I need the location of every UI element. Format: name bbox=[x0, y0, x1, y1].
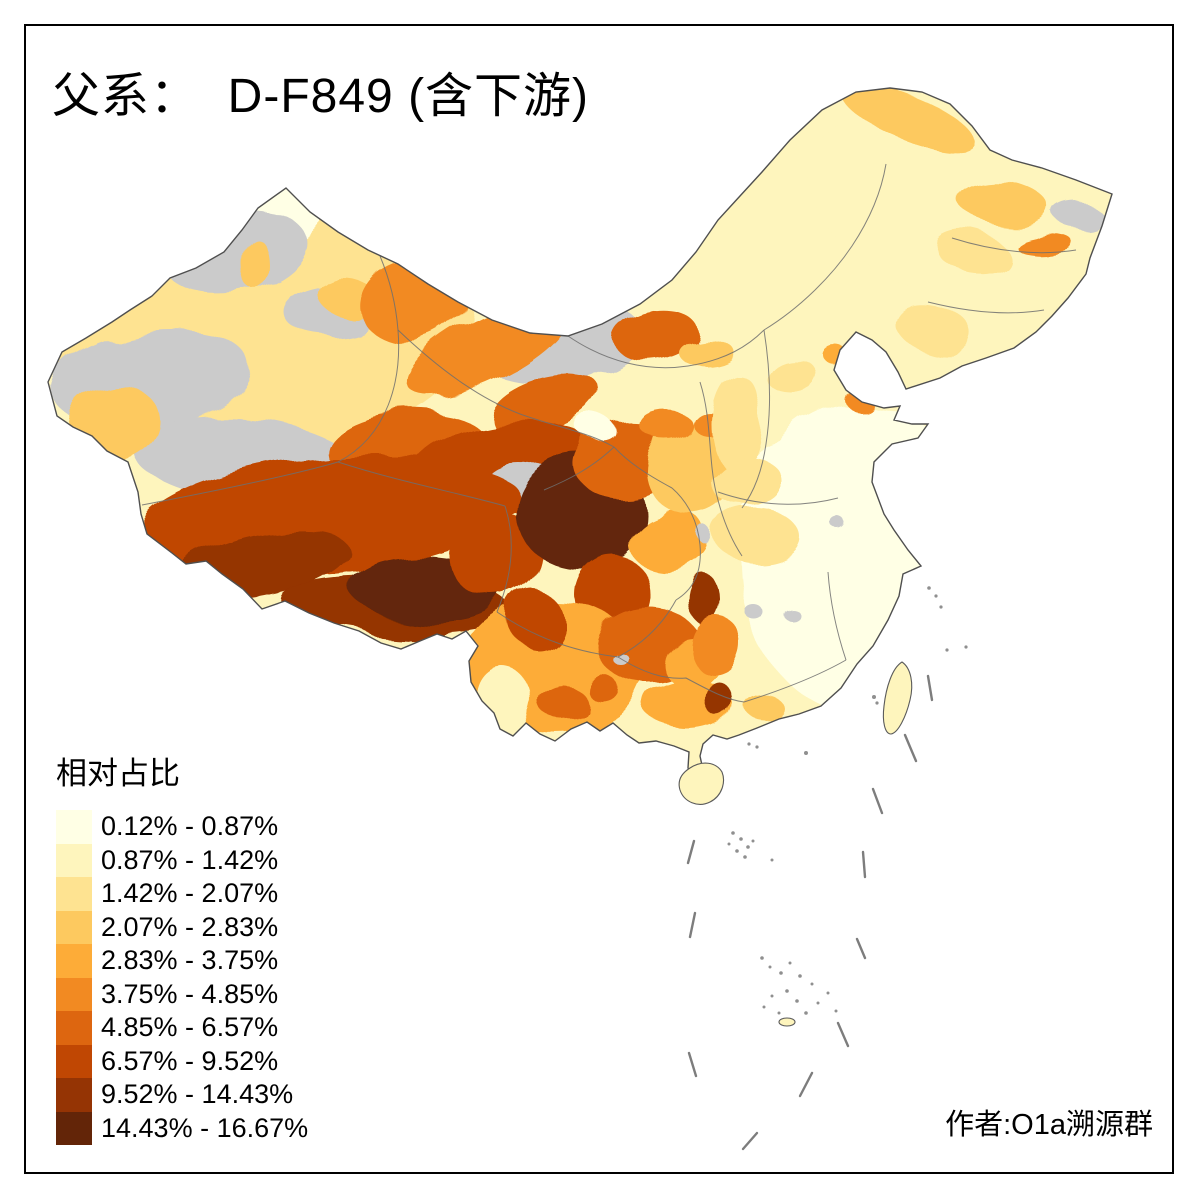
region-hohhot bbox=[678, 338, 734, 366]
legend-swatch bbox=[56, 977, 92, 1011]
nine-dash-line bbox=[686, 674, 934, 1151]
region-gansu-mid bbox=[488, 373, 602, 435]
region-yunnan-spot-2 bbox=[586, 675, 618, 701]
sea-islands bbox=[727, 586, 968, 1027]
legend-item: 9.52% - 14.43% bbox=[56, 1078, 308, 1112]
legend-label: 1.42% - 2.07% bbox=[101, 878, 279, 908]
region-nodata-spot-5 bbox=[780, 605, 796, 617]
region-beijing bbox=[766, 358, 818, 394]
region-nodata-ne bbox=[1056, 204, 1102, 228]
legend-item: 2.07% - 2.83% bbox=[56, 910, 308, 944]
legend: 相对占比 0.12% - 0.87% 0.87% - 1.42% 1.42% -… bbox=[56, 748, 308, 1145]
legend-item: 0.12% - 0.87% bbox=[56, 810, 308, 844]
legend-swatch bbox=[56, 843, 92, 877]
legend-item: 2.83% - 3.75% bbox=[56, 944, 308, 978]
legend-swatch bbox=[56, 1011, 92, 1045]
region-taiwan bbox=[882, 661, 913, 735]
region-guangdong-spot bbox=[744, 694, 782, 718]
legend-swatch bbox=[56, 1078, 92, 1112]
region-henan bbox=[711, 457, 783, 507]
legend-item: 14.43% - 16.67% bbox=[56, 1111, 309, 1145]
legend-swatch bbox=[56, 1111, 92, 1145]
region-chongqing-dark bbox=[687, 573, 719, 623]
region-chengdu bbox=[628, 511, 708, 569]
region-hunan-west bbox=[689, 615, 741, 675]
legend-swatch bbox=[56, 877, 92, 911]
legend-item: 4.85% - 6.57% bbox=[56, 1011, 308, 1045]
legend-item: 1.42% - 2.07% bbox=[56, 877, 308, 911]
region-liaoning bbox=[896, 305, 978, 359]
legend-label: 9.52% - 14.43% bbox=[101, 1079, 294, 1109]
region-bayannur bbox=[613, 310, 697, 360]
legend-swatch bbox=[56, 1044, 92, 1078]
author-credit: 作者:O1a溯源群 bbox=[945, 1109, 1153, 1141]
region-harbin bbox=[936, 231, 1008, 273]
region-shanxi bbox=[711, 374, 763, 474]
legend-swatch bbox=[56, 944, 92, 978]
legend-label: 6.57% - 9.52% bbox=[101, 1045, 279, 1076]
region-loess-spot-1 bbox=[641, 411, 693, 441]
region-nodata-spot-4 bbox=[832, 518, 846, 530]
region-guangxi-dark bbox=[707, 683, 733, 719]
legend-item: 6.57% - 9.52% bbox=[56, 1044, 308, 1078]
province-borders bbox=[141, 163, 1077, 703]
legend-label: 2.83% - 3.75% bbox=[101, 945, 279, 975]
region-yunnan-nw bbox=[510, 592, 562, 648]
region-yunnan-pale bbox=[480, 670, 532, 730]
map-title: 父系： D-F849 (含下游) bbox=[52, 70, 590, 123]
region-nodata-spot-1 bbox=[698, 529, 714, 543]
legend-label: 0.87% - 1.42% bbox=[101, 844, 279, 875]
legend-label: 14.43% - 16.67% bbox=[101, 1112, 309, 1143]
legend-item: 0.87% - 1.42% bbox=[56, 843, 308, 877]
region-hubei bbox=[715, 510, 799, 562]
region-ningxia bbox=[578, 417, 622, 447]
legend-swatch bbox=[56, 810, 92, 844]
region-heihe bbox=[837, 88, 973, 149]
region-yunnan-spot-1 bbox=[539, 684, 585, 720]
region-hainan bbox=[678, 762, 725, 805]
legend-swatch bbox=[56, 910, 92, 944]
legend-label: 2.07% - 2.83% bbox=[101, 911, 279, 942]
region-yichun bbox=[960, 183, 1052, 229]
national-border bbox=[47, 87, 1113, 781]
legend-label: 3.75% - 4.85% bbox=[101, 978, 279, 1009]
legend-title: 相对占比 bbox=[56, 756, 180, 791]
legend-label: 0.12% - 0.87% bbox=[101, 811, 279, 841]
legend-label: 4.85% - 6.57% bbox=[101, 1012, 279, 1042]
region-karamay bbox=[240, 235, 266, 289]
region-nodata-spot-2 bbox=[745, 605, 763, 619]
region-layer bbox=[50, 88, 1103, 734]
region-island-taiping bbox=[778, 1017, 796, 1027]
region-yanbian-spot bbox=[1014, 233, 1072, 253]
legend-item: 3.75% - 4.85% bbox=[56, 977, 308, 1011]
